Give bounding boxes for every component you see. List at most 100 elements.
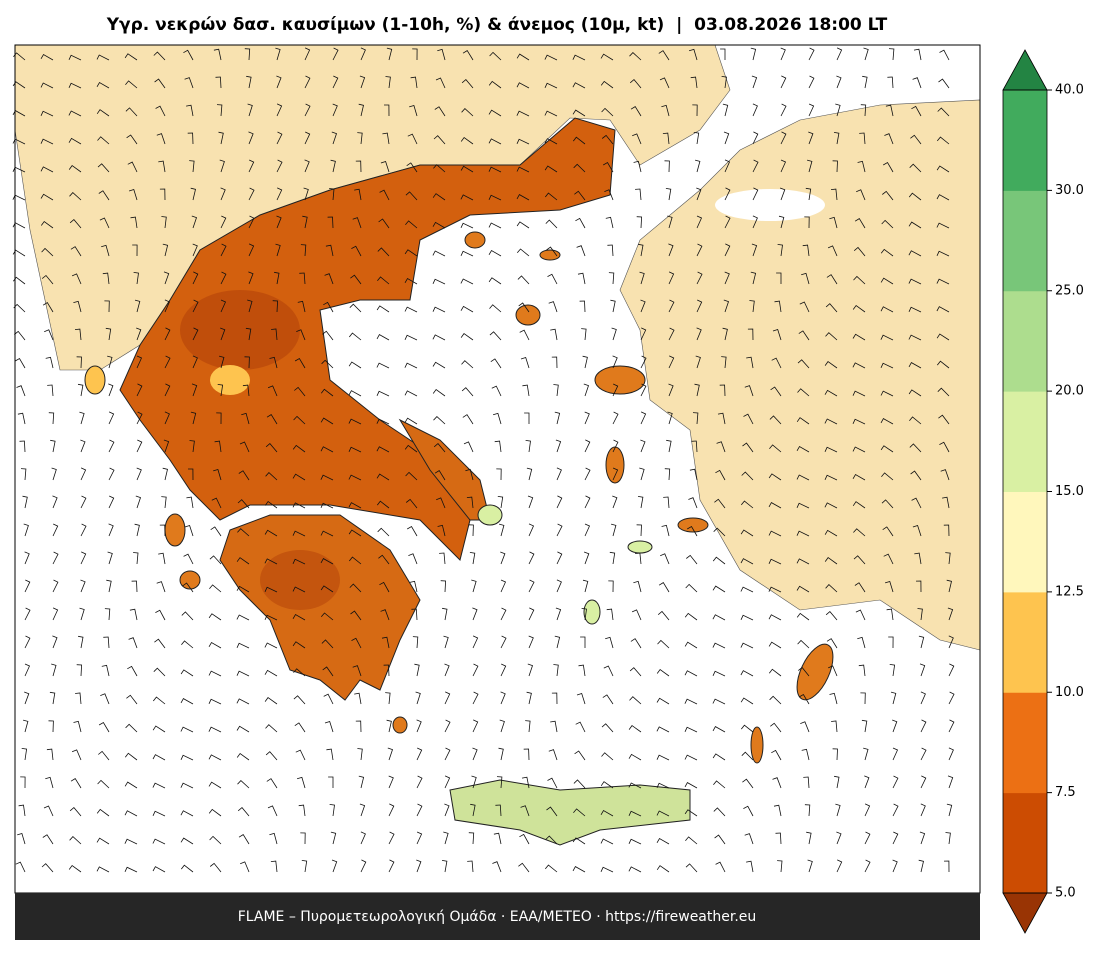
wind-barb: [133, 552, 139, 565]
wind-barb: [267, 805, 278, 817]
wind-barb: [47, 384, 54, 397]
wind-barb: [937, 107, 950, 117]
wind-barb: [183, 49, 194, 61]
wind-barb: [264, 586, 278, 593]
wind-barb: [472, 719, 479, 733]
wind-barb: [237, 780, 250, 789]
wind-barb: [572, 866, 586, 873]
wind-barb: [516, 248, 530, 257]
wind-barb: [444, 719, 451, 733]
wind-barb: [469, 552, 476, 565]
wind-barb: [880, 362, 894, 369]
wind-barb: [824, 361, 838, 369]
wind-barb: [220, 187, 226, 201]
wind-barb: [304, 47, 311, 61]
wind-barb: [73, 720, 82, 733]
wind-barb: [544, 138, 558, 145]
colorbar-bin: [1003, 90, 1047, 191]
wind-barb: [320, 585, 334, 593]
wind-barb: [388, 859, 395, 873]
wind-barb: [161, 216, 167, 229]
wind-barb: [659, 77, 670, 89]
wind-barb: [546, 806, 558, 817]
wind-barb: [69, 807, 82, 817]
wind-barb: [52, 607, 59, 621]
wind-barb: [938, 414, 950, 425]
wind-barb: [48, 720, 54, 733]
wind-barb: [354, 692, 362, 705]
wind-barb: [499, 719, 505, 733]
wind-barb: [40, 220, 54, 229]
wind-barb: [213, 48, 222, 61]
wind-barb: [125, 107, 138, 117]
wind-barb: [192, 299, 199, 313]
wind-barb: [384, 104, 390, 117]
wind-barb: [108, 383, 114, 397]
wind-barb: [100, 693, 110, 705]
wind-barb: [248, 131, 254, 145]
wind-barb: [322, 330, 334, 341]
wind-barb: [523, 748, 530, 761]
wind-barb: [328, 776, 334, 788]
wind-barb: [136, 467, 142, 481]
wind-barb: [96, 54, 110, 61]
wind-barb: [12, 276, 26, 285]
wind-barb: [460, 194, 474, 201]
wind-barb: [808, 131, 814, 145]
wind-barb: [612, 355, 618, 369]
wind-barb: [834, 775, 840, 789]
wind-barb: [265, 724, 278, 733]
wind-barb: [460, 333, 474, 341]
wind-barb: [125, 80, 138, 89]
wind-barb: [244, 48, 251, 61]
wind-barb: [798, 666, 810, 677]
wind-barb: [264, 529, 278, 537]
wind-barb: [416, 859, 422, 873]
wind-barb: [694, 383, 700, 397]
wind-barb: [462, 50, 474, 61]
wind-barb: [180, 837, 194, 845]
island: [84, 365, 106, 395]
wind-barb: [209, 862, 222, 873]
wind-barb: [853, 555, 866, 565]
wind-barb: [824, 418, 838, 425]
wind-barb: [524, 412, 530, 424]
wind-barb: [358, 775, 365, 789]
wind-barb: [433, 135, 446, 145]
wind-barb: [97, 163, 110, 173]
wind-barb: [327, 216, 334, 229]
wind-barb: [801, 748, 810, 761]
wind-barb: [124, 53, 138, 61]
wind-barb: [693, 132, 700, 145]
wind-barb: [16, 385, 26, 397]
wind-barb: [937, 387, 950, 397]
wind-barb: [238, 834, 250, 845]
wind-barb: [635, 188, 642, 201]
wind-barb: [320, 446, 334, 453]
wind-barb: [321, 359, 334, 369]
wind-barb: [520, 356, 530, 369]
wind-barb: [404, 390, 418, 397]
wind-barb: [96, 866, 110, 873]
wind-barb: [525, 720, 531, 733]
wind-barb: [630, 638, 642, 649]
wind-barb: [662, 132, 670, 145]
wind-barb: [435, 77, 446, 89]
wind-barb: [416, 831, 423, 845]
island: [464, 231, 486, 249]
wind-barb: [218, 131, 224, 145]
wind-barb: [724, 187, 731, 201]
wind-barb: [304, 131, 311, 145]
wind-barb: [640, 355, 647, 369]
wind-barb: [605, 216, 614, 229]
wind-barb: [490, 358, 502, 369]
wind-barb: [631, 609, 642, 621]
wind-barb: [180, 669, 194, 677]
wind-barb: [70, 246, 82, 257]
wind-barb: [584, 467, 591, 481]
dry-area: [180, 290, 300, 370]
colorbar-under: [1002, 892, 1048, 934]
wind-barb: [404, 277, 418, 285]
wind-barb: [12, 81, 26, 89]
wind-barb: [612, 495, 618, 509]
